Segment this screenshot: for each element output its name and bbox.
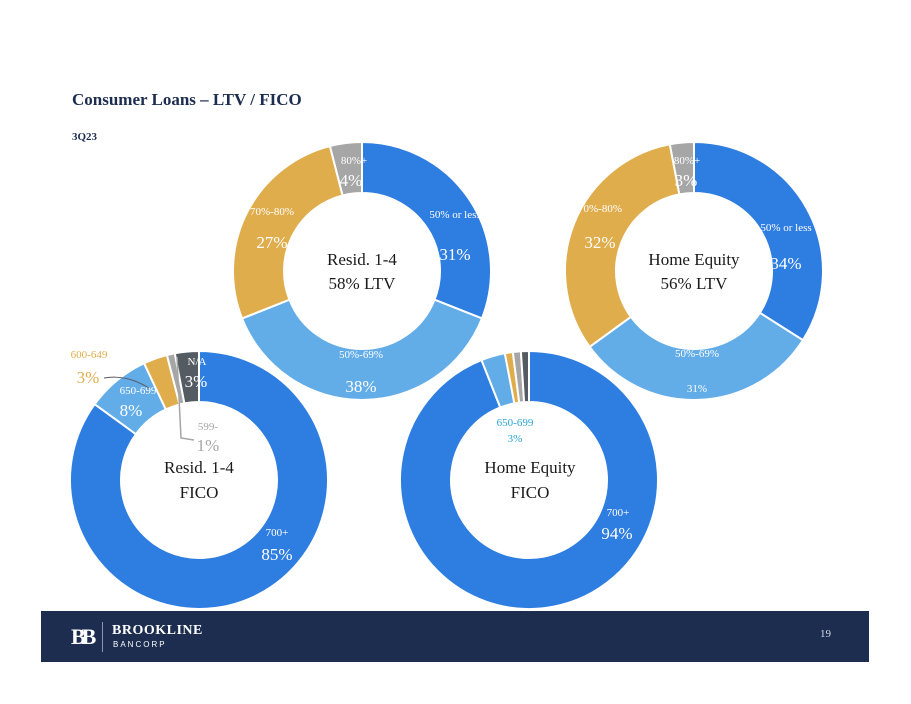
donut-he-fico-center-line2: FICO xyxy=(511,483,550,502)
donut-he-ltv-center-line1: Home Equity xyxy=(648,250,740,269)
donut-1-slice-1 xyxy=(588,311,805,401)
slice-label-80-plus: 80%+ xyxy=(341,155,367,167)
donut-3-slice-0 xyxy=(399,349,659,610)
he-fico-slice-label-700-plus: 700+ xyxy=(607,507,630,519)
donut-resid-fico-slices xyxy=(69,349,329,610)
logo-divider xyxy=(102,622,103,652)
donut-2-slice-4 xyxy=(173,349,200,405)
he-slice-label-80-plus: 80%+ xyxy=(674,155,700,167)
donut-1-slice-0 xyxy=(693,140,824,342)
page-title: Consumer Loans – LTV / FICO xyxy=(72,90,302,109)
fico-slice-value-599: 1% xyxy=(197,436,220,455)
donut-resid-ltv-slices xyxy=(232,140,492,401)
donut-he-ltv-slices xyxy=(564,140,824,401)
donut-0-slice-2 xyxy=(232,144,344,320)
slice-label-70-80: 70%-80% xyxy=(250,206,294,218)
he-fico-slice-label-650-699: 650-699 xyxy=(497,417,534,429)
donut-3-slice-4 xyxy=(519,349,530,404)
donut-he-fico-center-line1: Home Equity xyxy=(484,458,576,477)
donut-resid-ltv: Resid. 1-4 58% LTV 50% or less 31% 50%-6… xyxy=(232,140,492,401)
fico-slice-label-599: 599- xyxy=(198,421,219,433)
fico-leader-599 xyxy=(176,356,195,441)
donut-resid-ltv-center-line2: 58% LTV xyxy=(329,274,397,293)
fico-leader-600-649 xyxy=(103,376,150,389)
donut-he-fico-slices xyxy=(399,349,659,610)
donut-he-ltv: Home Equity 56% LTV 50% or less 34% 50%-… xyxy=(564,140,824,401)
he-slice-value-50-69: 31% xyxy=(687,383,707,395)
donut-resid-fico-center-line1: Resid. 1-4 xyxy=(164,458,234,477)
page-number: 19 xyxy=(820,628,831,640)
donut-he-ltv-center-line2: 56% LTV xyxy=(661,274,729,293)
slice-value-50-69: 38% xyxy=(345,377,376,396)
brand-subtitle: BANCORP xyxy=(113,640,167,649)
period-label: 3Q23 xyxy=(72,131,98,143)
fico-slice-label-700-plus: 700+ xyxy=(266,527,289,539)
he-slice-label-50-or-less: 50% or less xyxy=(760,222,811,234)
he-slice-value-50-or-less: 34% xyxy=(770,254,801,273)
fico-slice-label-650-699: 650-699 xyxy=(120,385,157,397)
donut-2-slice-0 xyxy=(69,349,329,610)
slice-label-50-or-less: 50% or less xyxy=(429,209,480,221)
donut-0-slice-0 xyxy=(361,140,492,320)
footer-bar: BB BROOKLINE BANCORP 19 xyxy=(41,611,869,662)
donut-1-slice-2 xyxy=(564,143,681,349)
fico-slice-value-600-649: 3% xyxy=(77,368,100,387)
he-slice-label-70-80: 70%-80% xyxy=(578,203,622,215)
brand-name: BROOKLINE xyxy=(112,623,203,638)
slice-value-80-plus: 4% xyxy=(340,171,363,190)
donut-resid-ltv-center-line1: Resid. 1-4 xyxy=(327,250,397,269)
brookline-logo-mark: BB xyxy=(71,624,96,649)
he-fico-slice-value-650-699: 3% xyxy=(508,433,523,445)
he-slice-label-50-69: 50%-69% xyxy=(675,348,719,360)
fico-slice-label-600-649: 600-649 xyxy=(71,349,108,361)
slice-label-50-69: 50%-69% xyxy=(339,349,383,361)
fico-slice-label-na: N/A xyxy=(188,356,207,368)
donut-he-fico: Home Equity FICO 700+ 94% 650-699 3% xyxy=(399,349,659,610)
slice-value-50-or-less: 31% xyxy=(439,245,470,264)
he-fico-slice-value-700-plus: 94% xyxy=(601,524,632,543)
fico-slice-value-na: 3% xyxy=(185,372,208,391)
donut-1-slice-3 xyxy=(668,140,695,196)
he-slice-value-80-plus: 3% xyxy=(675,171,698,190)
donut-resid-fico-center-line2: FICO xyxy=(180,483,219,502)
fico-slice-value-650-699: 8% xyxy=(120,401,143,420)
donut-0-slice-3 xyxy=(328,140,363,197)
slice-value-70-80: 27% xyxy=(256,233,287,252)
he-slice-value-70-80: 32% xyxy=(584,233,615,252)
donut-resid-fico: Resid. 1-4 FICO 700+ 85% 650-699 8% 600-… xyxy=(69,349,329,610)
fico-slice-value-700-plus: 85% xyxy=(261,545,292,564)
donut-0-slice-1 xyxy=(240,298,484,401)
